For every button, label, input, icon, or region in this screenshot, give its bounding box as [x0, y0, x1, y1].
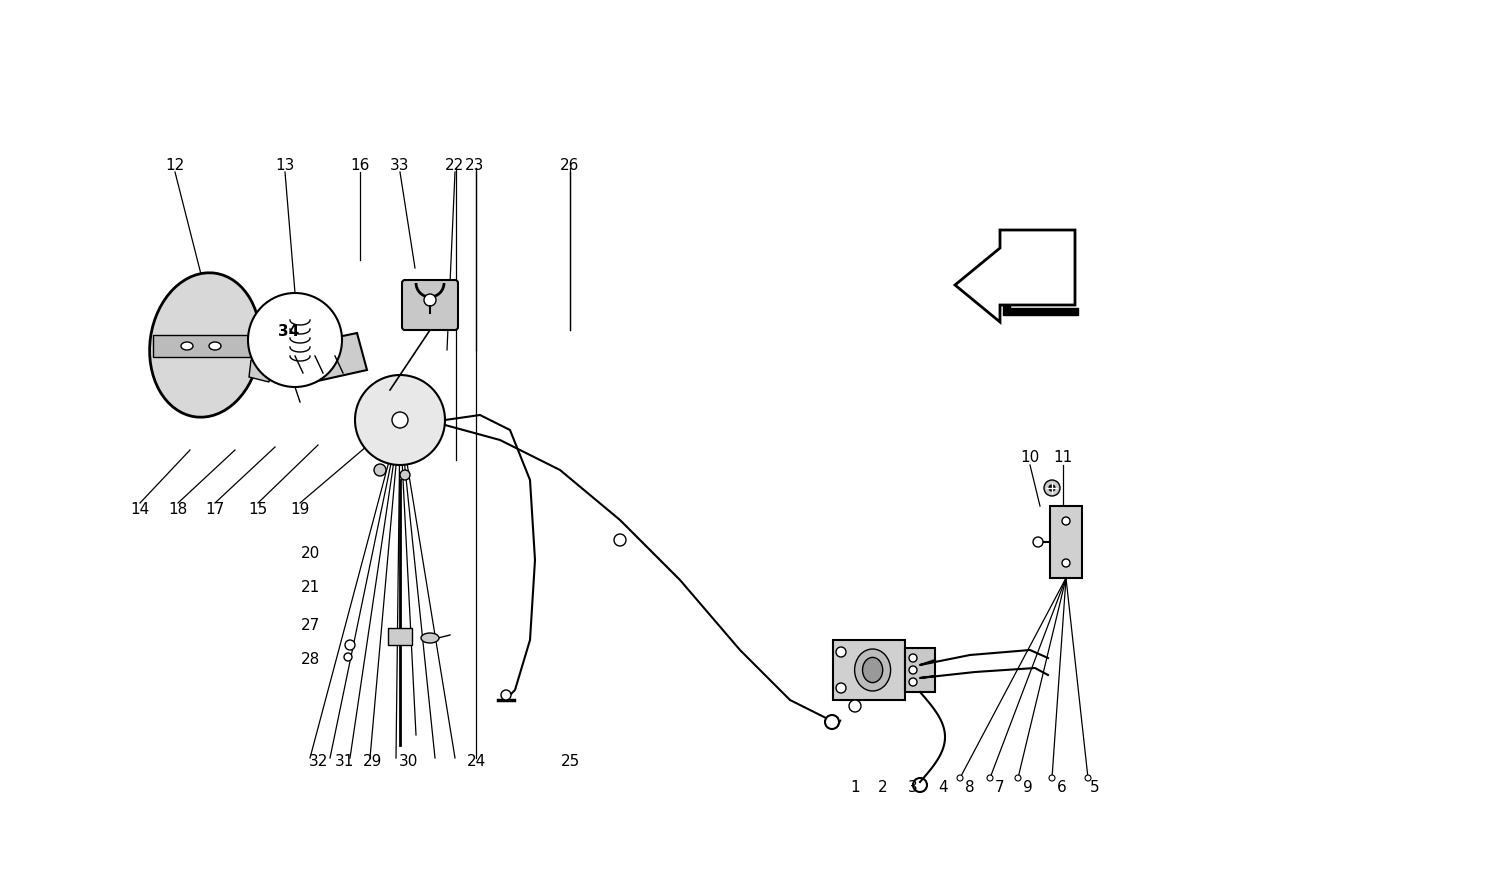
Circle shape — [374, 464, 386, 476]
Text: 34: 34 — [279, 324, 300, 339]
Polygon shape — [249, 360, 272, 382]
Circle shape — [957, 775, 963, 781]
Polygon shape — [153, 335, 255, 357]
Text: 3: 3 — [908, 781, 918, 796]
Text: 29: 29 — [363, 755, 382, 770]
Circle shape — [1048, 485, 1054, 491]
Circle shape — [400, 470, 410, 480]
Text: 17: 17 — [206, 503, 225, 518]
Text: 4: 4 — [938, 781, 948, 796]
Circle shape — [356, 375, 446, 465]
Ellipse shape — [182, 342, 194, 350]
Text: 19: 19 — [291, 503, 309, 518]
Circle shape — [424, 294, 436, 306]
FancyBboxPatch shape — [904, 648, 934, 692]
Circle shape — [344, 653, 352, 661]
Text: 26: 26 — [561, 158, 579, 173]
Text: 21: 21 — [300, 581, 320, 595]
Circle shape — [392, 412, 408, 428]
Circle shape — [1062, 559, 1070, 567]
Text: 6: 6 — [1058, 781, 1066, 796]
Text: 1: 1 — [850, 781, 859, 796]
Circle shape — [836, 683, 846, 693]
Polygon shape — [285, 333, 368, 386]
Ellipse shape — [150, 273, 261, 417]
Circle shape — [1016, 775, 1022, 781]
Text: 10: 10 — [1020, 451, 1040, 465]
Text: 18: 18 — [168, 503, 188, 518]
Text: 9: 9 — [1023, 781, 1034, 796]
Text: 32: 32 — [309, 755, 327, 770]
Text: 33: 33 — [390, 158, 410, 173]
Circle shape — [248, 293, 342, 387]
Text: 27: 27 — [300, 617, 320, 633]
Text: 13: 13 — [276, 158, 294, 173]
Polygon shape — [956, 230, 1076, 322]
Text: 16: 16 — [351, 158, 369, 173]
Ellipse shape — [209, 342, 220, 350]
Ellipse shape — [855, 649, 891, 691]
Circle shape — [825, 715, 839, 729]
Circle shape — [1034, 537, 1042, 547]
Text: 15: 15 — [249, 503, 267, 518]
Circle shape — [909, 654, 916, 662]
FancyBboxPatch shape — [833, 640, 904, 700]
Text: 2: 2 — [878, 781, 888, 796]
Circle shape — [345, 640, 355, 650]
Text: 5: 5 — [1090, 781, 1100, 796]
Circle shape — [849, 700, 861, 712]
Text: 28: 28 — [300, 652, 320, 667]
Circle shape — [614, 534, 626, 546]
Text: 34: 34 — [291, 313, 309, 328]
Text: 20: 20 — [300, 545, 320, 560]
Ellipse shape — [422, 633, 440, 643]
Text: 24: 24 — [468, 755, 486, 770]
Polygon shape — [388, 628, 412, 645]
Text: 12: 12 — [165, 158, 184, 173]
Text: 25: 25 — [561, 755, 579, 770]
Ellipse shape — [862, 658, 882, 683]
Circle shape — [909, 678, 916, 686]
FancyBboxPatch shape — [1050, 506, 1082, 578]
Polygon shape — [1004, 252, 1078, 315]
Text: 14: 14 — [130, 503, 150, 518]
Text: 31: 31 — [336, 755, 354, 770]
Circle shape — [1048, 775, 1054, 781]
Text: 7: 7 — [994, 781, 1005, 796]
Circle shape — [909, 666, 916, 674]
FancyBboxPatch shape — [402, 280, 457, 330]
Circle shape — [1062, 517, 1070, 525]
Text: 22: 22 — [446, 158, 465, 173]
Circle shape — [1084, 775, 1090, 781]
Text: 23: 23 — [465, 158, 484, 173]
Text: 8: 8 — [964, 781, 975, 796]
Circle shape — [836, 647, 846, 657]
Circle shape — [1044, 480, 1060, 496]
Text: 11: 11 — [1053, 451, 1072, 465]
Circle shape — [987, 775, 993, 781]
Text: 30: 30 — [399, 755, 417, 770]
Circle shape — [501, 690, 512, 700]
